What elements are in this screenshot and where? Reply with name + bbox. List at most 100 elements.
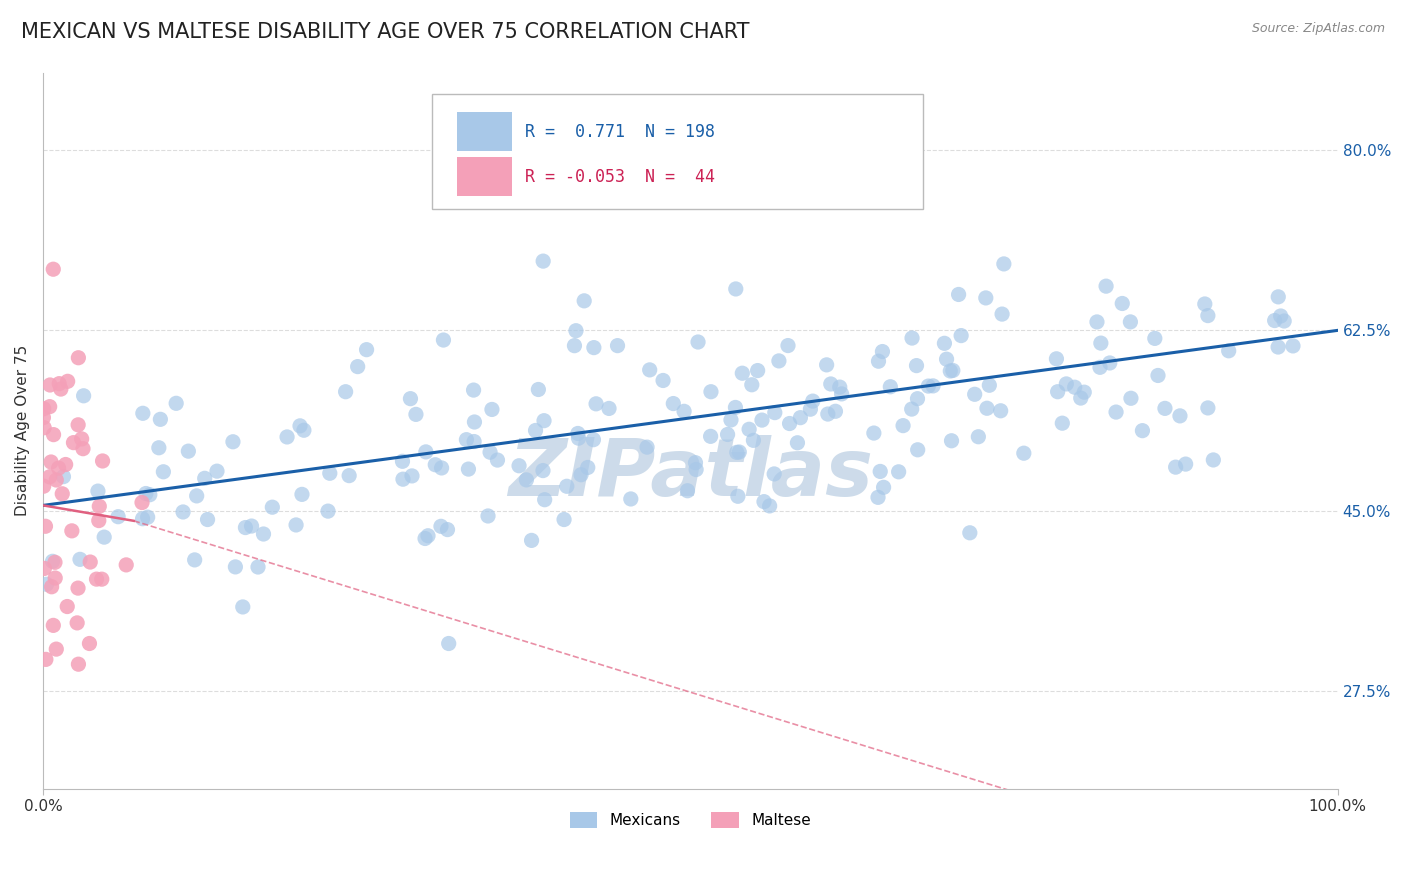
FancyBboxPatch shape — [457, 157, 512, 196]
Point — [582, 433, 605, 447]
Point — [520, 533, 543, 548]
Point — [820, 376, 842, 391]
Point — [1105, 405, 1128, 419]
Point — [1090, 336, 1112, 351]
Point — [768, 354, 790, 368]
Point — [437, 636, 460, 650]
Point — [1088, 360, 1111, 375]
Point — [758, 499, 780, 513]
Point — [824, 404, 846, 418]
Point — [948, 287, 970, 301]
Point — [567, 431, 589, 445]
Point — [1046, 384, 1069, 399]
Point — [194, 471, 217, 485]
Point — [572, 293, 595, 308]
Point — [1282, 339, 1305, 353]
Point — [89, 500, 111, 514]
Point — [463, 415, 485, 429]
Point — [60, 524, 83, 538]
Point — [901, 331, 924, 345]
Point — [39, 455, 62, 469]
Point — [1267, 340, 1289, 354]
Point — [699, 429, 721, 443]
Point — [553, 512, 575, 526]
Point — [486, 453, 509, 467]
Point — [425, 458, 447, 472]
Point — [1197, 401, 1219, 415]
Point — [700, 384, 723, 399]
Point — [779, 417, 801, 431]
Point — [481, 402, 503, 417]
Point — [1168, 409, 1191, 423]
Point — [676, 483, 699, 498]
Point — [316, 504, 339, 518]
Text: R = -0.053  N =  44: R = -0.053 N = 44 — [524, 168, 714, 186]
Point — [56, 374, 79, 388]
Point — [741, 377, 763, 392]
Point — [1119, 391, 1142, 405]
Point — [751, 413, 773, 427]
Point — [1272, 314, 1295, 328]
Point — [1095, 279, 1118, 293]
Point — [72, 442, 94, 456]
Point — [728, 445, 751, 459]
Point — [815, 358, 838, 372]
Point — [183, 553, 205, 567]
Point — [32, 421, 55, 435]
FancyBboxPatch shape — [432, 95, 924, 209]
Point — [1111, 296, 1133, 310]
Point — [240, 519, 263, 533]
Point — [1052, 416, 1074, 430]
Point — [45, 642, 67, 657]
Point — [457, 462, 479, 476]
Point — [291, 487, 314, 501]
Point — [763, 406, 786, 420]
Point — [742, 434, 765, 448]
Point — [891, 418, 914, 433]
Point — [222, 434, 245, 449]
Point — [436, 523, 458, 537]
Point — [32, 401, 55, 416]
Point — [79, 555, 101, 569]
Point — [38, 470, 60, 484]
Point — [148, 441, 170, 455]
Point — [533, 414, 555, 428]
Point — [1164, 460, 1187, 475]
Point — [993, 257, 1015, 271]
Point — [879, 380, 901, 394]
Point — [716, 427, 738, 442]
Point — [463, 383, 485, 397]
Point — [582, 341, 605, 355]
Point — [1147, 368, 1170, 383]
Point — [149, 412, 172, 426]
Point — [205, 464, 228, 478]
Point — [727, 489, 749, 503]
Point — [724, 282, 747, 296]
Point — [1270, 309, 1292, 323]
Point — [990, 404, 1012, 418]
Point — [576, 460, 599, 475]
Point — [652, 374, 675, 388]
Point — [1218, 343, 1240, 358]
Point — [1119, 315, 1142, 329]
Point — [456, 433, 478, 447]
Point — [508, 458, 530, 473]
Point — [866, 491, 889, 505]
Point — [1054, 376, 1077, 391]
Point — [139, 488, 162, 502]
Point — [515, 473, 537, 487]
Point — [247, 560, 270, 574]
Point — [974, 291, 997, 305]
Point — [935, 352, 957, 367]
Point — [39, 378, 62, 392]
Point — [1070, 391, 1092, 405]
Point — [555, 479, 578, 493]
Point — [131, 495, 153, 509]
Point — [131, 511, 153, 525]
Point — [35, 577, 58, 591]
Point — [922, 379, 945, 393]
Point — [1174, 457, 1197, 471]
Point — [869, 465, 891, 479]
Point — [45, 473, 67, 487]
Point — [79, 636, 101, 650]
